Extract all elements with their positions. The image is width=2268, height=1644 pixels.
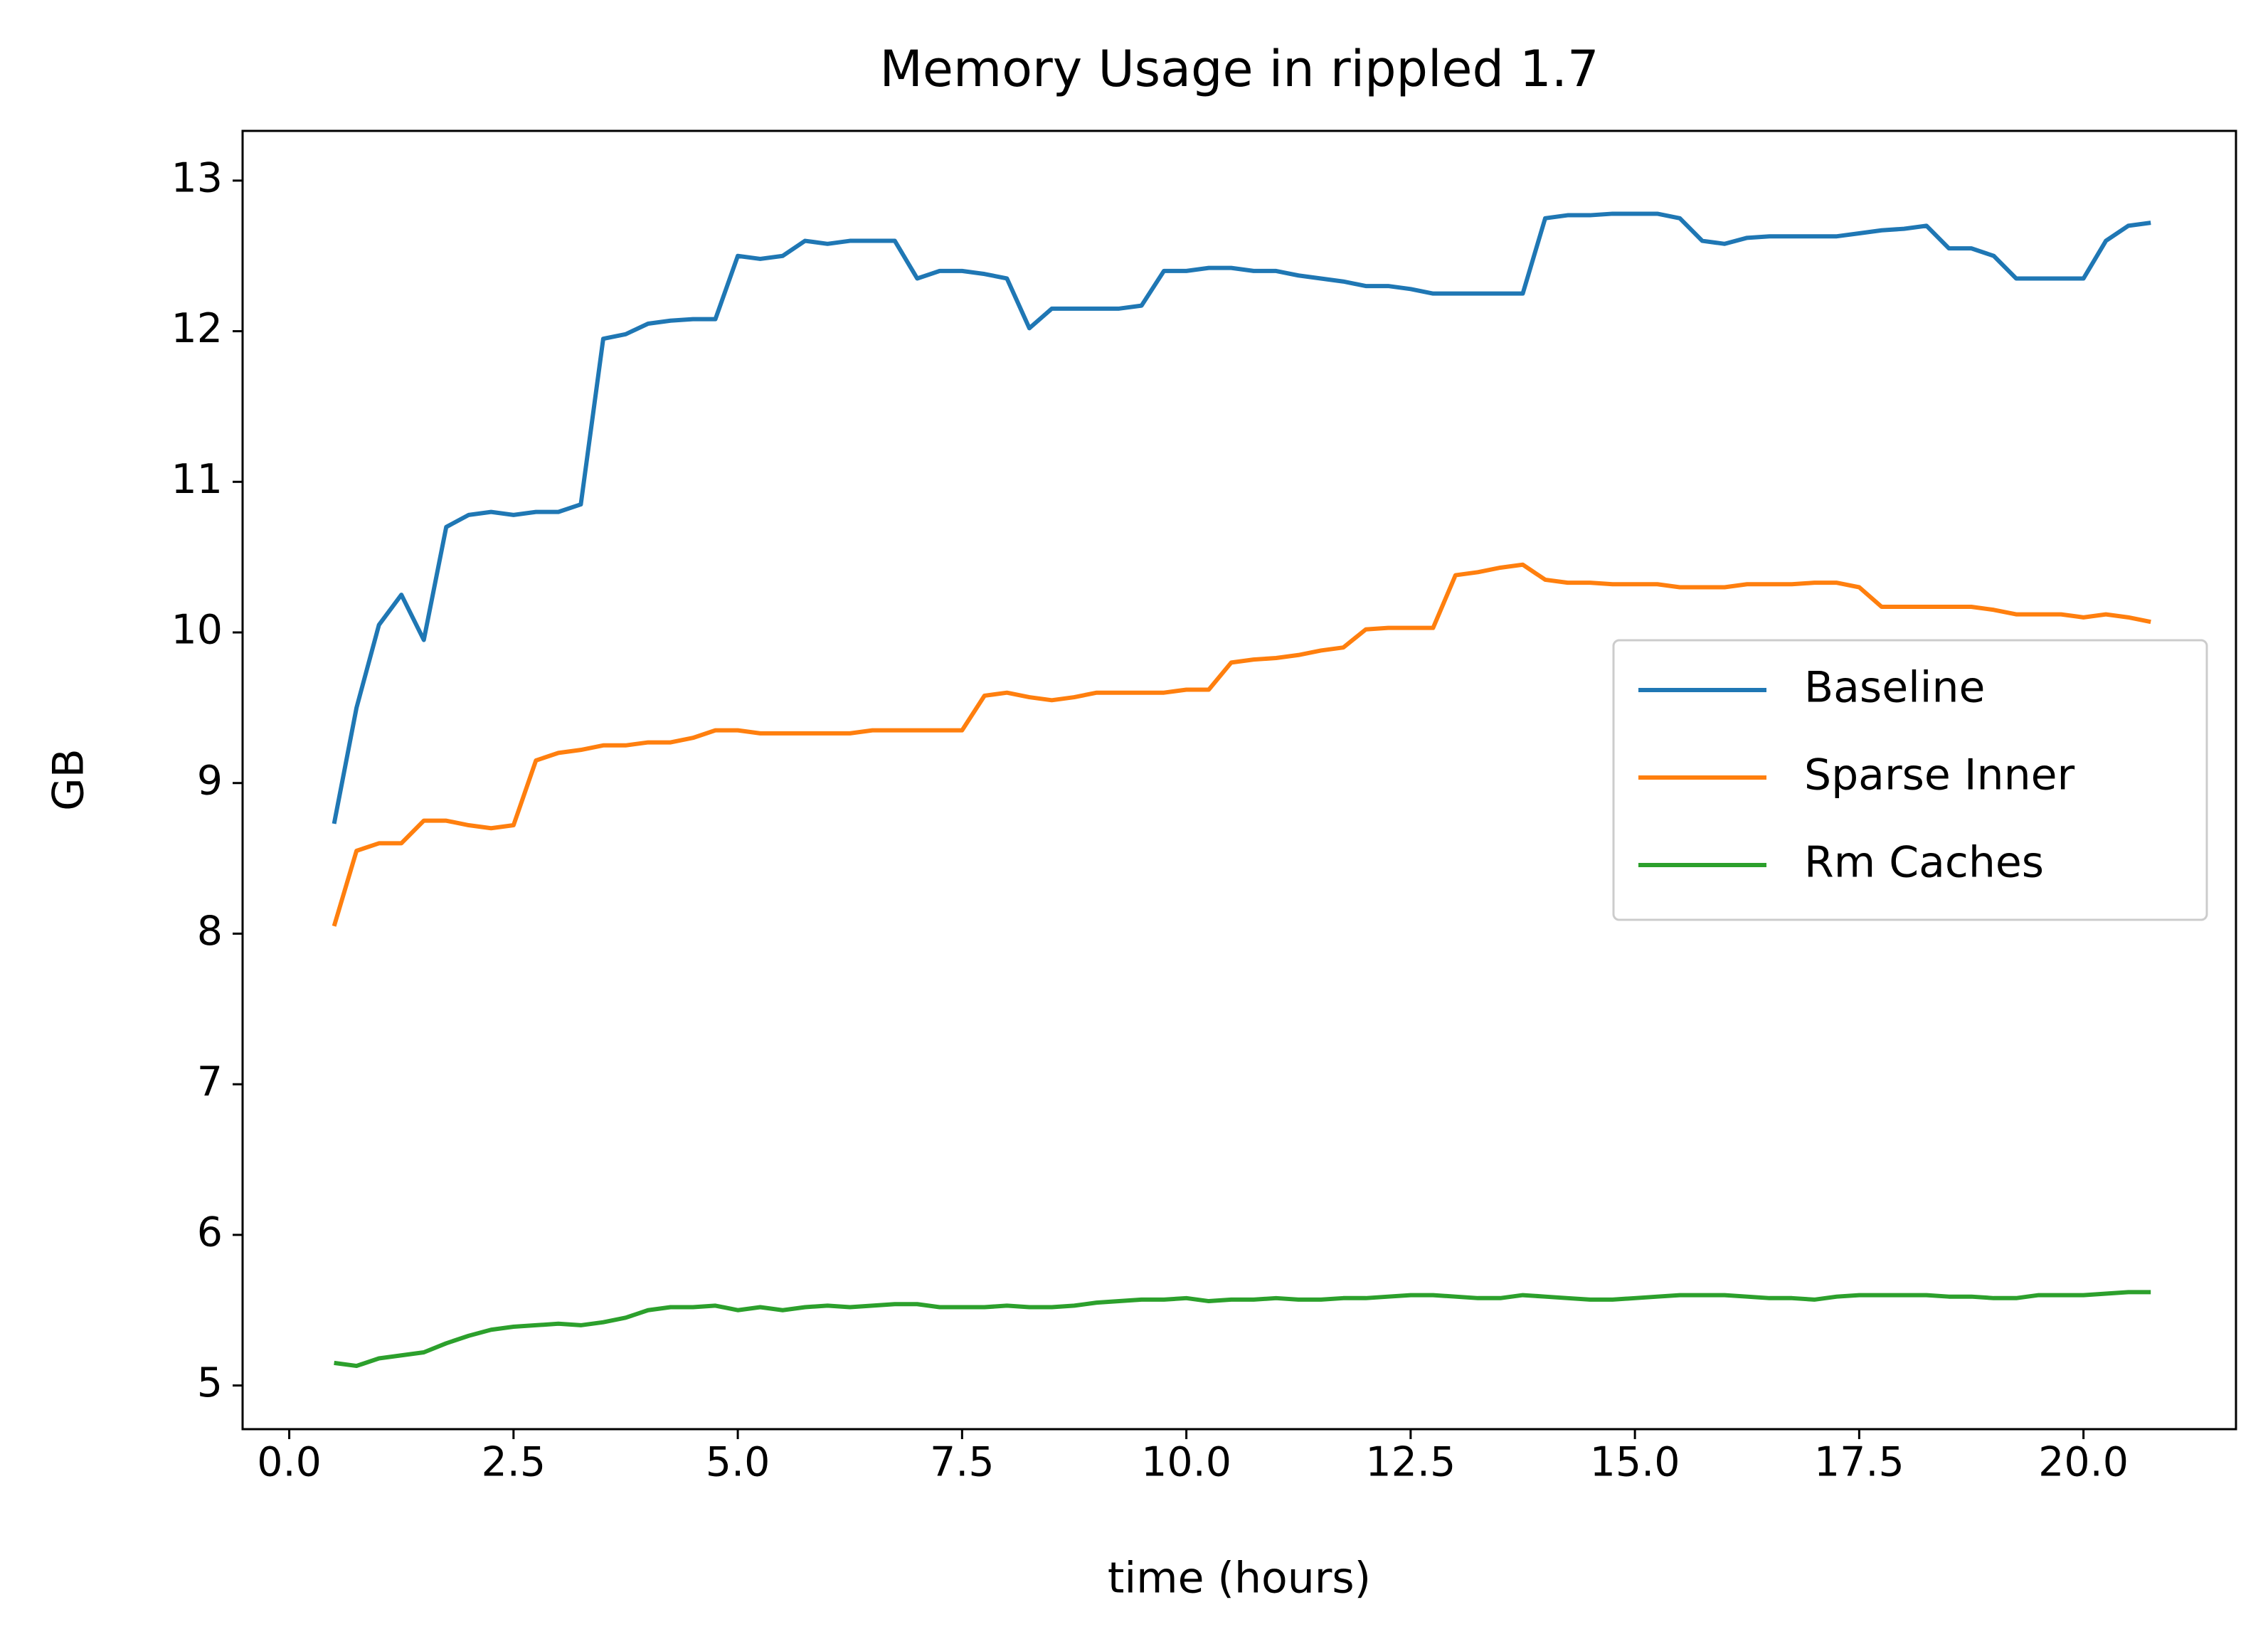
x-tick-label: 20.0 [2038,1439,2129,1486]
x-tick-label: 10.0 [1141,1439,1231,1486]
legend-label: Baseline [1804,663,1985,713]
legend-label: Sparse Inner [1804,751,2075,800]
x-tick-label: 7.5 [930,1439,995,1486]
legend-box [1612,639,2208,921]
series-line [332,562,2151,927]
x-tick-label: 15.0 [1590,1439,1680,1486]
y-axis-label: GB [44,748,94,811]
x-tick-label: 17.5 [1814,1439,1904,1486]
x-tick-label: 12.5 [1365,1439,1456,1486]
x-tick-label: 0.0 [257,1439,322,1486]
y-tick-label: 11 [171,456,223,503]
y-tick-label: 9 [197,757,223,804]
y-tick-label: 5 [197,1359,223,1406]
series-line [334,1290,2151,1369]
y-tick-label: 7 [197,1059,223,1105]
chart-title: Memory Usage in rippled 1.7 [880,40,1599,98]
y-tick-label: 13 [171,154,223,201]
y-tick-label: 8 [197,908,223,955]
x-tick-label: 5.0 [706,1439,770,1486]
y-tick-label: 12 [171,305,223,352]
x-axis-label: time (hours) [1108,1554,1371,1603]
y-tick-label: 6 [197,1209,223,1256]
legend-label: Rm Caches [1804,838,2044,888]
y-tick-label: 10 [171,607,223,654]
axes-frame [241,129,2237,1431]
series-line [332,211,2151,824]
x-tick-label: 2.5 [482,1439,546,1486]
